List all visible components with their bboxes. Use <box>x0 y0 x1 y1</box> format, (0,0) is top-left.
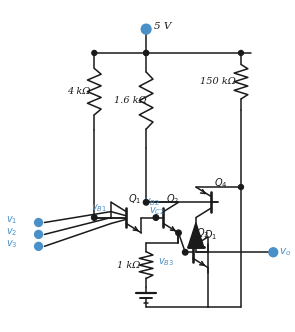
Circle shape <box>144 50 149 55</box>
Text: $Q_3$: $Q_3$ <box>196 227 209 240</box>
Text: $Q_2$: $Q_2$ <box>166 192 180 206</box>
Polygon shape <box>188 223 204 247</box>
Text: $v_3$: $v_3$ <box>6 238 18 250</box>
Circle shape <box>183 249 188 255</box>
Circle shape <box>92 50 97 55</box>
Text: $v_{B1}$: $v_{B1}$ <box>91 202 107 213</box>
Circle shape <box>239 185 243 190</box>
Text: $Q_1$: $Q_1$ <box>128 192 142 206</box>
Circle shape <box>35 218 42 226</box>
Text: $v_2$: $v_2$ <box>6 226 18 238</box>
Text: $v_{B2}$: $v_{B2}$ <box>144 196 160 208</box>
Circle shape <box>144 50 149 55</box>
Circle shape <box>153 215 159 220</box>
Circle shape <box>141 24 151 34</box>
Circle shape <box>176 230 181 236</box>
Text: $v_o$: $v_o$ <box>279 246 291 258</box>
Circle shape <box>35 230 42 238</box>
Text: $v_1$: $v_1$ <box>6 215 18 226</box>
Text: 5 V: 5 V <box>154 22 171 31</box>
Text: $D_1$: $D_1$ <box>204 228 217 242</box>
Circle shape <box>91 215 97 220</box>
Circle shape <box>35 242 42 250</box>
Circle shape <box>239 50 243 55</box>
Text: 1.6 kΩ: 1.6 kΩ <box>114 96 147 105</box>
Circle shape <box>143 200 149 205</box>
Text: $v_{B3}$: $v_{B3}$ <box>158 256 174 268</box>
Text: $v_{C2}$: $v_{C2}$ <box>149 205 165 217</box>
Text: 1 kΩ: 1 kΩ <box>117 261 140 270</box>
Text: 4 kΩ: 4 kΩ <box>67 87 90 96</box>
Text: 150 kΩ: 150 kΩ <box>200 77 236 86</box>
Text: $Q_4$: $Q_4$ <box>214 176 227 190</box>
Circle shape <box>269 248 278 257</box>
